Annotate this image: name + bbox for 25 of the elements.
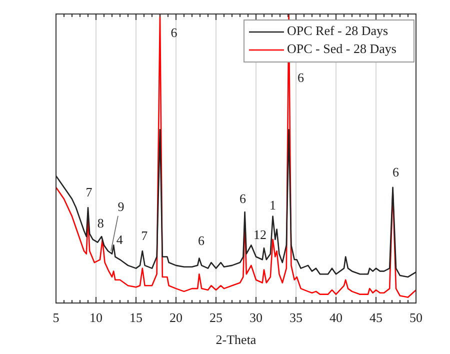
annotation: 9: [118, 198, 124, 214]
legend-label: OPC - Sed - 28 Days: [287, 40, 396, 56]
x-tick-label: 35: [290, 310, 302, 325]
x-axis-title: 2-Theta: [216, 332, 256, 347]
annotation: 4: [116, 232, 124, 248]
x-tick-label: 45: [370, 310, 382, 325]
x-tick-label: 40: [330, 310, 342, 325]
annotation: 8: [97, 216, 104, 231]
x-tick-label: 30: [250, 310, 262, 325]
x-tick-label: 50: [410, 310, 422, 325]
annotation: 6: [240, 190, 247, 206]
annotation: 7: [86, 184, 93, 200]
annotation: 6: [298, 70, 305, 86]
x-tick-label: 5: [52, 310, 60, 325]
x-tick-label: 20: [170, 310, 182, 325]
x-tick-label: 15: [130, 310, 142, 325]
x-tick-label: 10: [90, 310, 102, 325]
annotation: 7: [141, 228, 148, 243]
annotation: 6: [198, 233, 205, 248]
annotation: 6: [170, 24, 178, 40]
legend-label: OPC Ref - 28 Days: [287, 22, 388, 38]
x-tick-label: 25: [210, 310, 222, 325]
annotation: 1: [270, 197, 276, 212]
annotation: 6: [392, 164, 400, 180]
annotation: 12: [254, 227, 266, 242]
